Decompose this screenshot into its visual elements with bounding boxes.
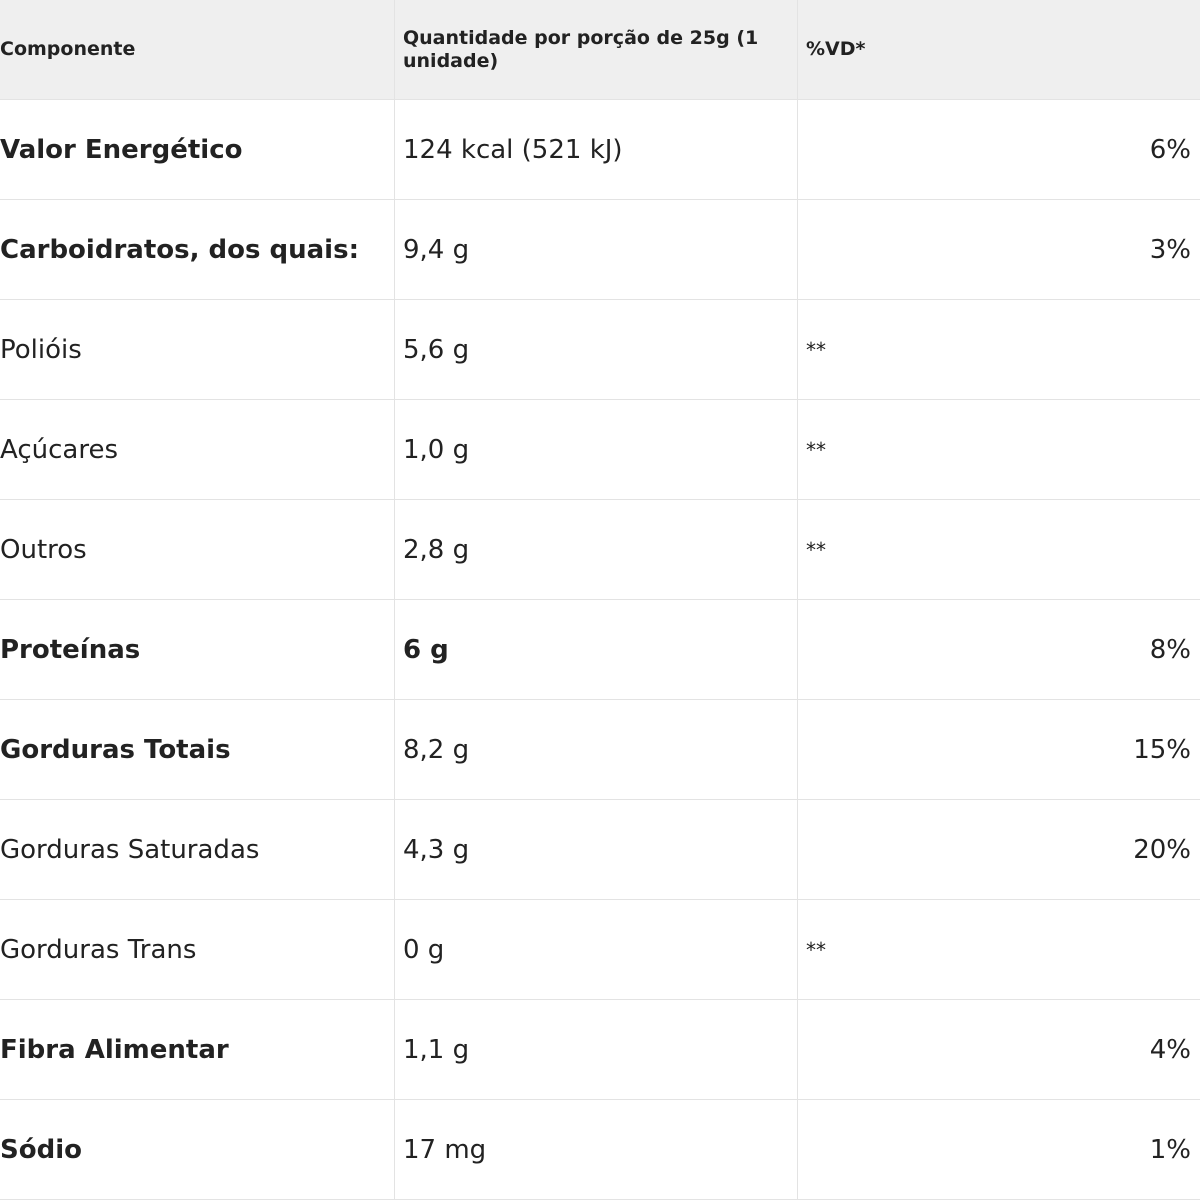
row-quantity: 5,6 g xyxy=(394,300,797,399)
row-quantity: 2,8 g xyxy=(394,500,797,599)
row-quantity: 17 mg xyxy=(394,1100,797,1199)
row-component: Gorduras Saturadas xyxy=(0,834,260,865)
table-row: Fibra Alimentar 1,1 g 4% xyxy=(0,1000,1200,1100)
row-component: Valor Energético xyxy=(0,134,243,165)
row-component: Fibra Alimentar xyxy=(0,1034,229,1065)
table-row: Carboidratos, dos quais: 9,4 g 3% xyxy=(0,200,1200,300)
row-quantity: 1,0 g xyxy=(394,400,797,499)
row-component: Gorduras Trans xyxy=(0,934,197,965)
row-component: Sódio xyxy=(0,1134,82,1165)
table-row: Gorduras Trans 0 g ** xyxy=(0,900,1200,1000)
row-quantity: 8,2 g xyxy=(394,700,797,799)
row-quantity: 1,1 g xyxy=(394,1000,797,1099)
row-dv: ** xyxy=(797,300,1200,399)
row-dv: 3% xyxy=(797,200,1200,299)
row-component: Carboidratos, dos quais: xyxy=(0,234,359,265)
row-component: Polióis xyxy=(0,334,82,365)
row-dv: 20% xyxy=(797,800,1200,899)
table-header-row: Componente Quantidade por porção de 25g … xyxy=(0,0,1200,100)
table-row: Sódio 17 mg 1% xyxy=(0,1100,1200,1200)
row-quantity: 124 kcal (521 kJ) xyxy=(394,100,797,199)
row-component: Açúcares xyxy=(0,434,118,465)
table-row: Polióis 5,6 g ** xyxy=(0,300,1200,400)
table-row: Gorduras Saturadas 4,3 g 20% xyxy=(0,800,1200,900)
table-row: Gorduras Totais 8,2 g 15% xyxy=(0,700,1200,800)
header-component: Componente xyxy=(0,38,136,60)
header-quantity: Quantidade por porção de 25g (1 unidade) xyxy=(394,0,797,99)
row-quantity: 0 g xyxy=(394,900,797,999)
table-row: Açúcares 1,0 g ** xyxy=(0,400,1200,500)
row-component: Proteínas xyxy=(0,634,141,665)
table-row: Proteínas 6 g 8% xyxy=(0,600,1200,700)
row-quantity: 4,3 g xyxy=(394,800,797,899)
row-component: Outros xyxy=(0,534,87,565)
row-dv: ** xyxy=(797,500,1200,599)
header-dv: %VD* xyxy=(797,0,1200,99)
row-dv: 15% xyxy=(797,700,1200,799)
row-dv: 1% xyxy=(797,1100,1200,1199)
row-dv: 8% xyxy=(797,600,1200,699)
row-quantity: 9,4 g xyxy=(394,200,797,299)
table-row: Valor Energético 124 kcal (521 kJ) 6% xyxy=(0,100,1200,200)
row-dv: 6% xyxy=(797,100,1200,199)
row-dv: 4% xyxy=(797,1000,1200,1099)
row-quantity: 6 g xyxy=(394,600,797,699)
row-component: Gorduras Totais xyxy=(0,734,231,765)
table-row: Outros 2,8 g ** xyxy=(0,500,1200,600)
row-dv: ** xyxy=(797,900,1200,999)
row-dv: ** xyxy=(797,400,1200,499)
